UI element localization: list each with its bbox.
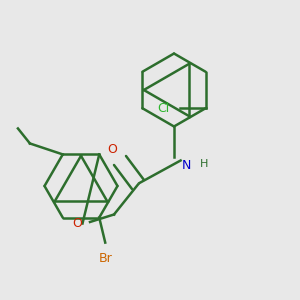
Text: Cl: Cl [158,102,170,115]
Text: Br: Br [98,252,112,265]
Text: N: N [182,159,191,172]
Text: O: O [73,217,82,230]
Text: O: O [107,143,117,156]
Text: H: H [200,159,208,169]
